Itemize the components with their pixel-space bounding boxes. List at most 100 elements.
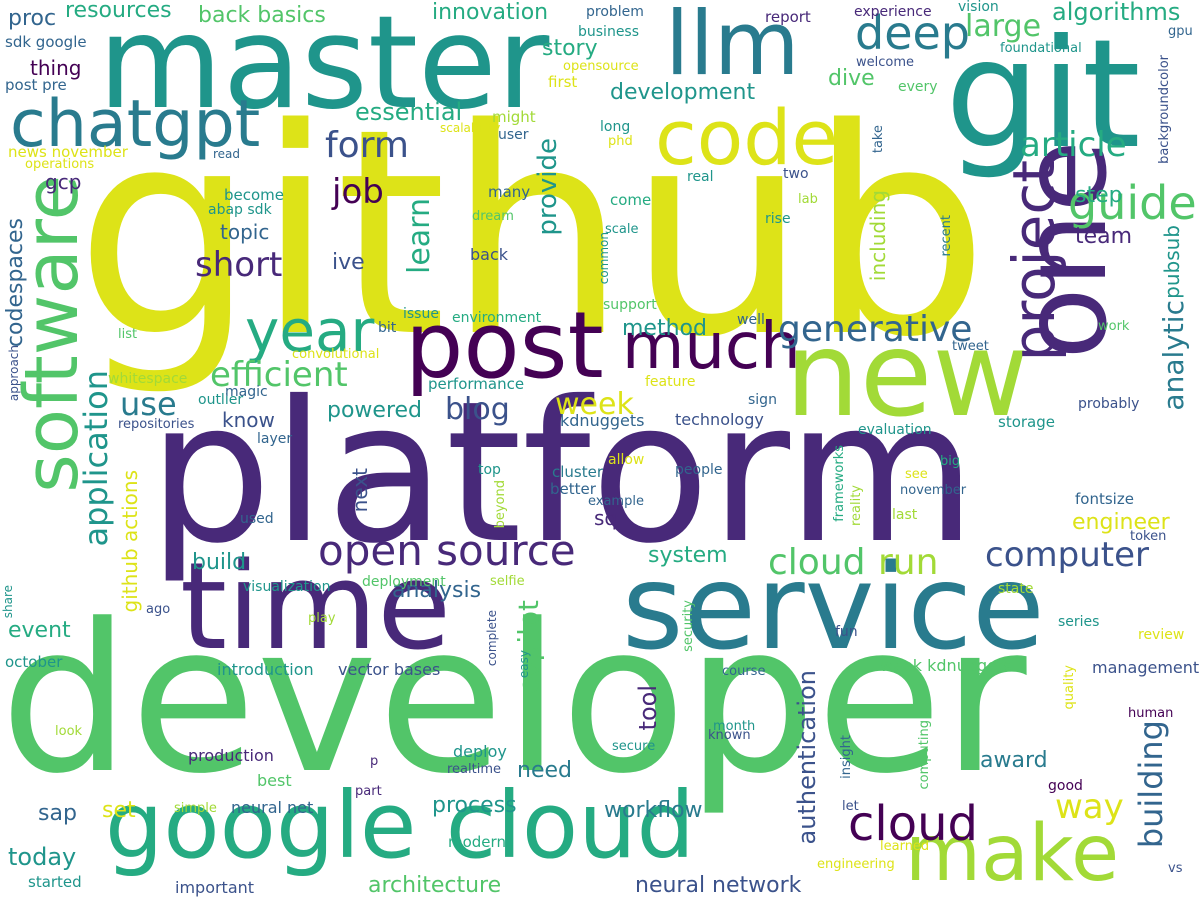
cloud-word: complete <box>485 610 499 667</box>
cloud-word: event <box>8 618 71 643</box>
cloud-word: phd <box>608 134 633 149</box>
cloud-word: problem <box>586 4 644 20</box>
cloud-word: series <box>1058 614 1100 630</box>
cloud-word: sdk google <box>5 33 87 51</box>
cloud-word: long <box>600 119 631 135</box>
cloud-word: become <box>224 186 285 204</box>
cloud-word: short <box>195 245 283 285</box>
cloud-word: issue <box>403 306 439 322</box>
cloud-word: reality <box>849 485 864 527</box>
cloud-word: neural network <box>635 873 802 898</box>
cloud-word: simple <box>174 801 217 816</box>
cloud-word: month <box>713 719 756 734</box>
cloud-word: neural net <box>231 798 314 817</box>
cloud-word: sql <box>594 506 623 530</box>
cloud-word: top <box>478 462 501 478</box>
cloud-word: architecture <box>368 873 502 898</box>
cloud-word: sap <box>38 801 77 826</box>
cloud-word: best <box>257 771 292 790</box>
cloud-word: computer <box>985 535 1149 575</box>
cloud-word: thing <box>30 56 82 80</box>
cloud-word: evaluation <box>858 422 932 438</box>
cloud-word: workflow <box>604 798 703 823</box>
cloud-word: week kdnuggets <box>880 656 1012 675</box>
cloud-word: innovation <box>432 0 549 25</box>
cloud-word: management <box>1092 658 1200 677</box>
cloud-word: form <box>325 125 409 166</box>
cloud-word: deploy <box>453 742 507 761</box>
cloud-word: cluster <box>552 463 604 481</box>
cloud-word: deployment <box>362 574 446 590</box>
cloud-word: dive <box>828 66 875 91</box>
cloud-word: today <box>8 843 77 871</box>
cloud-word: p <box>370 754 379 769</box>
cloud-word: two <box>783 166 809 182</box>
cloud-word: award <box>980 748 1048 773</box>
cloud-word: important <box>175 878 255 897</box>
cloud-word: foundational <box>1000 41 1082 56</box>
cloud-word: ago <box>146 602 171 617</box>
cloud-word: story <box>542 36 598 61</box>
cloud-word: allow <box>608 452 645 468</box>
cloud-word: bit <box>378 320 397 336</box>
cloud-word: dream <box>472 209 514 224</box>
cloud-word: large <box>965 9 1042 44</box>
cloud-word: year <box>245 297 375 365</box>
cloud-word: need <box>517 758 572 783</box>
cloud-word: real <box>687 169 714 185</box>
cloud-word: vs <box>1168 861 1183 876</box>
cloud-word: good <box>1048 778 1083 794</box>
cloud-word: time <box>180 538 452 677</box>
cloud-word: post pre <box>5 76 67 94</box>
cloud-word: example <box>588 494 644 509</box>
cloud-word: course <box>722 664 766 679</box>
cloud-word: insight <box>839 735 854 779</box>
cloud-word: convolutional <box>292 347 380 362</box>
cloud-word: open source <box>318 526 576 575</box>
cloud-word: big <box>940 454 961 469</box>
cloud-word: review <box>1138 627 1185 643</box>
cloud-word: october <box>5 653 63 671</box>
cloud-word: authentication <box>793 670 821 845</box>
cloud-word: article <box>1020 125 1127 165</box>
cloud-word: work <box>1098 319 1130 334</box>
cloud-word: system <box>648 543 728 568</box>
cloud-word: state <box>998 581 1034 597</box>
cloud-word: outlier <box>198 392 244 408</box>
cloud-word: modern <box>448 833 506 851</box>
cloud-word: github <box>75 68 990 400</box>
cloud-word: secure <box>612 739 656 754</box>
cloud-word: gpu <box>1168 24 1193 39</box>
cloud-word: user <box>498 127 529 143</box>
cloud-word: started <box>28 873 82 891</box>
cloud-word: new <box>785 305 1029 443</box>
cloud-word: resources <box>65 0 172 23</box>
cloud-word: analytic <box>1157 300 1190 411</box>
cloud-word: analysis <box>392 578 482 603</box>
cloud-word: quality <box>1062 665 1077 710</box>
cloud-word: sign <box>748 392 777 408</box>
cloud-word: layer <box>257 431 293 447</box>
cloud-word: generative <box>778 309 973 350</box>
cloud-word: set <box>102 798 136 823</box>
cloud-word: environment <box>452 310 542 326</box>
cloud-word: repositories <box>118 417 195 432</box>
cloud-word: job <box>332 172 384 212</box>
cloud-word: learn <box>402 198 437 274</box>
cloud-word: post <box>405 292 604 399</box>
cloud-word: last <box>892 507 918 523</box>
cloud-word: common <box>597 232 611 285</box>
cloud-word: scale <box>605 222 639 237</box>
cloud-word: engineering <box>817 857 895 872</box>
cloud-word: backgroundcolor <box>1157 55 1172 164</box>
cloud-word: magic <box>225 384 268 400</box>
cloud-word: easy <box>517 650 531 679</box>
cloud-word: better <box>550 480 596 498</box>
cloud-word: development <box>610 80 756 105</box>
cloud-word: master <box>98 0 550 138</box>
cloud-word: much <box>622 310 801 384</box>
cloud-word: business <box>578 24 640 40</box>
cloud-word: next <box>348 468 372 513</box>
cloud-word: play <box>308 611 336 626</box>
cloud-word: llm <box>665 0 800 95</box>
